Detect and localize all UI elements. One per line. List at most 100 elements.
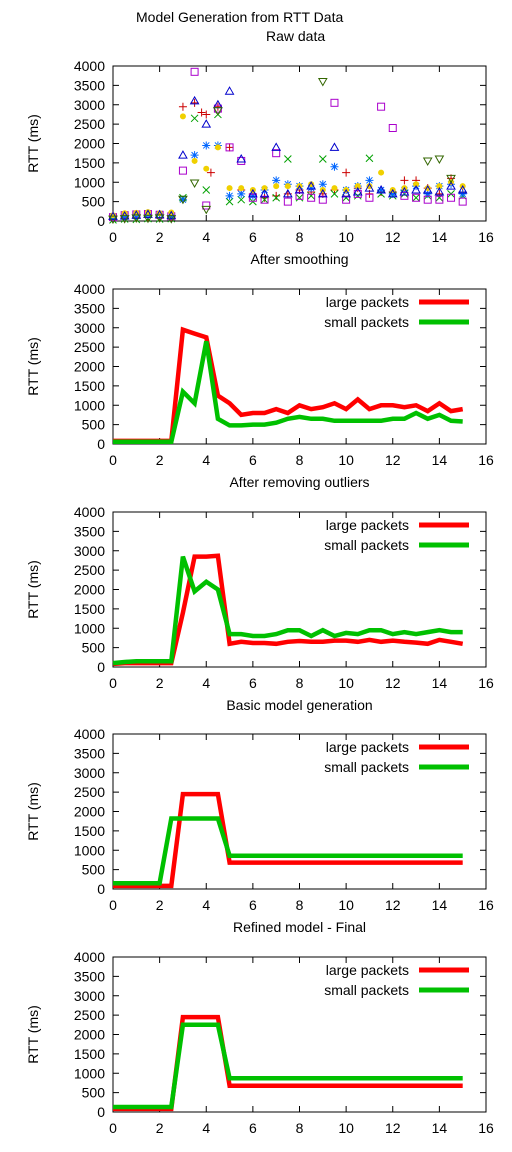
data-point [178,166,187,175]
x-tick-label: 16 [478,229,494,245]
y-tick-label: 2500 [74,784,105,800]
y-tick-label: 3500 [74,77,105,93]
x-tick-label: 6 [249,452,257,468]
y-tick-label: 0 [97,213,105,229]
data-point [446,174,456,184]
y-axis-label: RTT (ms) [25,114,41,173]
data-point [318,155,327,163]
chart-subtitle: Raw data [266,28,326,44]
data-point [260,193,269,202]
data-point [202,186,211,194]
x-tick-label: 12 [385,897,401,913]
x-tick-label: 8 [296,897,304,913]
y-tick-label: 0 [97,436,105,452]
data-point [178,102,187,111]
data-point [413,181,420,188]
y-tick-label: 1000 [74,1065,105,1081]
y-tick-label: 500 [82,640,106,656]
series-line-large [113,1014,463,1112]
data-point [330,190,339,198]
data-point [294,184,305,194]
data-point [434,155,445,165]
data-point [201,119,212,128]
data-point [178,195,187,204]
x-tick-label: 4 [202,229,210,245]
data-point [213,107,223,116]
x-tick-label: 12 [385,229,401,245]
data-point [248,191,257,200]
data-point [365,154,374,163]
x-tick-label: 2 [156,897,164,913]
x-tick-label: 8 [296,229,304,245]
data-point [457,184,468,194]
data-point [399,186,410,196]
y-tick-label: 3500 [74,300,105,316]
y-tick-label: 1000 [74,397,105,413]
data-point [132,211,141,220]
data-point [353,191,362,200]
x-tick-label: 2 [156,452,164,468]
data-point [119,215,130,224]
data-point [224,86,235,95]
y-tick-label: 2500 [74,562,105,578]
data-point [342,193,350,202]
y-tick-label: 1000 [74,174,105,190]
y-tick-label: 3000 [74,988,105,1004]
x-tick-label: 10 [338,897,354,913]
y-tick-label: 2000 [74,582,105,598]
series-line-large [113,791,463,889]
y-tick-label: 0 [97,659,105,675]
y-tick-label: 2500 [74,116,105,132]
y-tick-label: 2000 [74,359,105,375]
y-tick-label: 1500 [74,378,105,394]
x-tick-label: 0 [109,229,117,245]
data-point [422,184,433,194]
x-tick-label: 0 [109,452,117,468]
y-tick-label: 0 [97,881,105,897]
x-tick-label: 4 [202,675,210,691]
data-point [202,201,211,210]
data-point [306,181,317,190]
data-point [354,183,361,190]
x-tick-label: 8 [296,1120,304,1136]
data-point [214,144,221,151]
y-tick-label: 1500 [74,1046,105,1062]
data-point [202,110,211,119]
series-line-large [112,553,464,667]
data-point [248,188,258,198]
data-point [202,141,211,150]
data-point [282,188,293,198]
data-point [197,108,206,117]
series-line-small [113,340,463,444]
x-tick-label: 14 [432,897,448,913]
y-tick-label: 1500 [74,823,105,839]
data-point [318,195,327,204]
y-tick-label: 3500 [74,745,105,761]
y-tick-label: 500 [82,194,106,210]
y-tick-label: 2500 [74,339,105,355]
data-point [225,143,234,152]
y-tick-label: 3500 [74,523,105,539]
data-point [377,102,386,111]
x-tick-label: 16 [478,897,494,913]
x-tick-label: 10 [338,675,354,691]
data-point [226,185,233,192]
data-point [191,157,198,164]
data-point [225,197,234,206]
y-tick-label: 3000 [74,97,105,113]
y-tick-label: 1000 [74,842,105,858]
x-tick-label: 6 [249,229,257,245]
data-point [108,215,118,225]
data-point [330,162,339,171]
data-point [283,155,292,163]
data-point [317,188,328,198]
plot-frame [112,956,487,1113]
data-point [342,195,351,204]
x-tick-label: 0 [109,897,117,913]
y-tick-label: 3500 [74,968,105,984]
data-point [272,176,281,185]
y-tick-label: 3000 [74,543,105,559]
data-point [178,195,188,205]
x-tick-label: 6 [249,1120,257,1136]
y-tick-label: 3000 [74,765,105,781]
